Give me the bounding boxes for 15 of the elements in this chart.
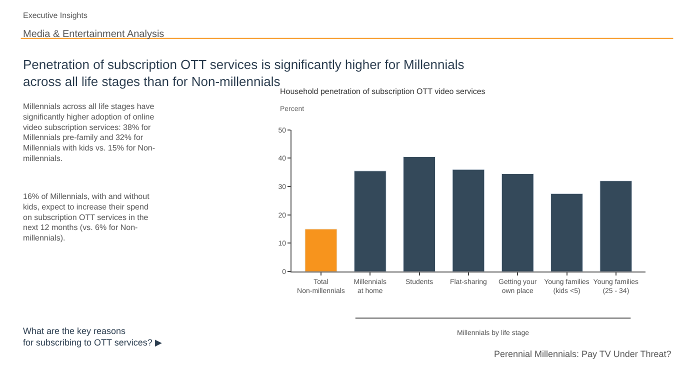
chart-title: Household penetration of subscription OTT video services: [280, 87, 486, 96]
bar: [304, 228, 338, 272]
text: Perennial Millennials: Pay TV Under Threat?: [494, 349, 672, 359]
text: Media & Entertainment Analysis: [23, 29, 164, 40]
bar: [501, 174, 534, 272]
text: Executive Insights: [23, 11, 88, 20]
bar: [403, 156, 436, 272]
bar: [600, 180, 632, 272]
text: What are the key reasons for subscribing to OTT services? ▶: [23, 326, 162, 348]
bar: [452, 169, 485, 272]
bar: [354, 170, 386, 272]
text: 16% of Millennials, with and without kids, expect to increase their spend on subscription OTT services in the next 12 months (vs. 6% for Non- millennials).: [23, 192, 150, 243]
bar: [550, 193, 583, 272]
text: Penetration of subscription OTT services is significantly higher for Millennials across all life stages than for Non-millennials: [23, 57, 465, 89]
text: Millennials across all life stages have significantly higher adoption of online video subscription services: 38% for Millennials pre-family and 32% for Millennials with kids vs. 15% for Non- millennials.: [23, 102, 156, 163]
